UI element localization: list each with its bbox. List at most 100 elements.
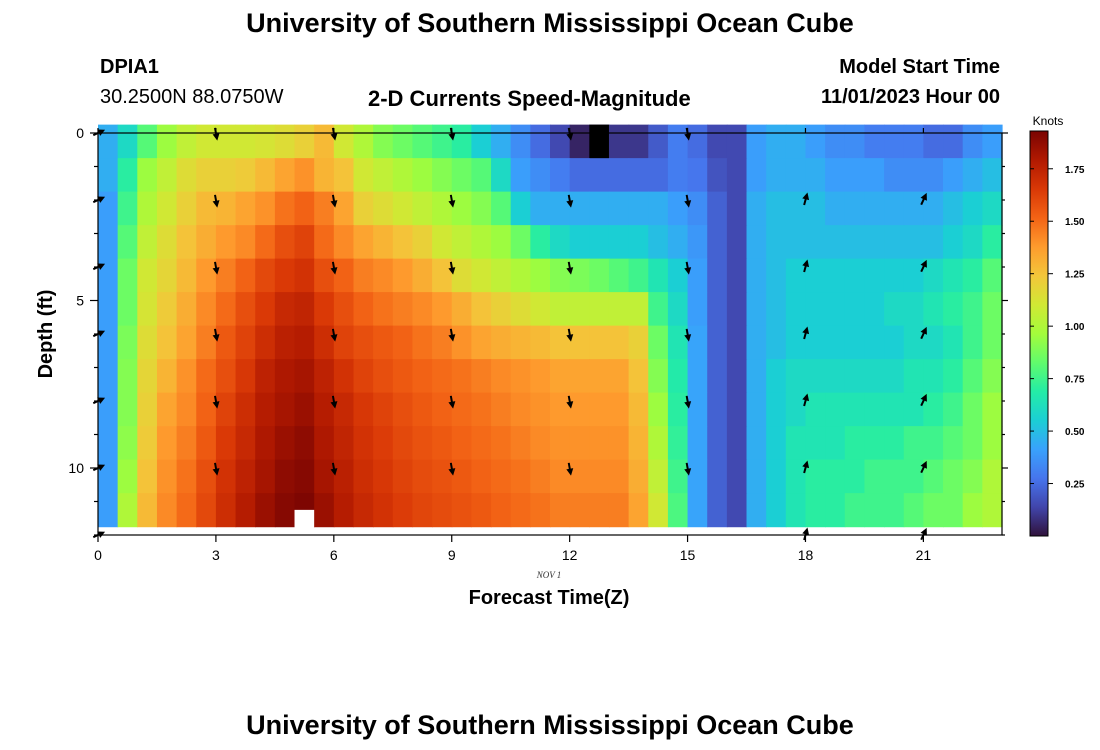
heatmap-cell xyxy=(766,325,787,360)
heatmap-cell xyxy=(176,493,197,528)
heatmap-cell xyxy=(451,325,472,360)
colorbar-tick-label: 1.25 xyxy=(1065,270,1085,281)
heatmap-cell xyxy=(255,124,276,159)
heatmap-cell xyxy=(215,426,237,461)
heatmap-cell xyxy=(432,292,453,327)
heatmap-cell xyxy=(255,292,276,327)
heatmap-cell xyxy=(491,158,512,193)
heatmap-cell xyxy=(98,225,119,260)
heatmap-cell xyxy=(412,124,433,159)
heatmap-cell xyxy=(589,493,610,528)
heatmap-cell xyxy=(825,258,846,293)
model-start-value: 11/01/2023 Hour 00 xyxy=(820,86,1000,108)
heatmap-cell xyxy=(432,258,453,293)
heatmap-cell xyxy=(333,392,355,427)
heatmap-cell xyxy=(196,225,217,260)
heatmap-cell xyxy=(864,292,885,327)
heatmap-cell xyxy=(471,258,492,293)
heatmap-cell xyxy=(608,258,630,293)
current-arrow xyxy=(684,261,692,275)
heatmap-cell xyxy=(451,191,472,226)
heatmap-cell xyxy=(117,426,138,461)
current-arrow xyxy=(684,395,692,409)
heatmap-cell xyxy=(726,225,748,260)
heatmap-cell xyxy=(687,392,708,427)
model-start-label: Model Start Time xyxy=(839,56,1000,78)
heatmap-cell xyxy=(550,325,571,360)
heatmap-cell xyxy=(608,225,630,260)
heatmap-cell xyxy=(196,124,217,159)
heatmap-cell xyxy=(510,258,531,293)
heatmap-cell xyxy=(510,493,531,528)
heatmap-cell xyxy=(746,158,767,193)
x-tick-label: 12 xyxy=(562,547,578,563)
heatmap-cell xyxy=(805,191,826,226)
heatmap-cell xyxy=(903,258,924,293)
heatmap-cell xyxy=(333,258,355,293)
heatmap-cell xyxy=(687,292,708,327)
heatmap-cell xyxy=(884,392,905,427)
heatmap-cell xyxy=(550,158,571,193)
heatmap-cell xyxy=(667,124,689,159)
heatmap-cell xyxy=(825,325,846,360)
heatmap-cell xyxy=(137,258,158,293)
heatmap-cell xyxy=(785,493,807,528)
current-arrow xyxy=(330,395,338,409)
heatmap-cell xyxy=(726,459,748,494)
heatmap-cell xyxy=(491,191,512,226)
heatmap-cell xyxy=(726,493,748,528)
heatmap-cell xyxy=(314,124,335,159)
heatmap-cell xyxy=(550,258,571,293)
heatmap-cell xyxy=(628,392,649,427)
heatmap-cell xyxy=(903,225,924,260)
heatmap-cell xyxy=(412,359,433,394)
heatmap-cell xyxy=(412,258,433,293)
heatmap-cell xyxy=(353,158,374,193)
heatmap-cell xyxy=(884,426,905,461)
heatmap-cell xyxy=(373,359,394,394)
heatmap-cell xyxy=(608,124,630,159)
colorbar: Knots 0.25 0.50 0.75 1.00 1.25 1.50 1.75 xyxy=(1029,114,1085,537)
heatmap-cell xyxy=(884,258,905,293)
heatmap-cell xyxy=(962,426,983,461)
current-arrow xyxy=(802,259,810,273)
heatmap-cell xyxy=(412,158,433,193)
heatmap-cell xyxy=(255,191,276,226)
heatmap-cell xyxy=(746,325,767,360)
heatmap-cell xyxy=(117,258,138,293)
heatmap-cell xyxy=(962,493,983,528)
heatmap-cell xyxy=(608,392,630,427)
heatmap-cell xyxy=(274,359,296,394)
heatmap-cell xyxy=(215,225,237,260)
heatmap-cell xyxy=(746,292,767,327)
heatmap-cell xyxy=(117,191,138,226)
heatmap-cell xyxy=(550,225,571,260)
heatmap-cell xyxy=(667,325,689,360)
heatmap-cell xyxy=(864,258,885,293)
heatmap-cell xyxy=(962,292,983,327)
heatmap-cell xyxy=(510,191,531,226)
heatmap-cell xyxy=(255,158,276,193)
heatmap-cell xyxy=(982,124,1003,159)
heatmap-cell xyxy=(569,258,590,293)
heatmap-cell xyxy=(294,258,315,293)
heatmap-cell xyxy=(825,191,846,226)
heatmap-cell xyxy=(432,158,453,193)
heatmap-cell xyxy=(608,459,630,494)
current-arrow xyxy=(330,194,338,208)
heatmap-cell xyxy=(982,359,1003,394)
heatmap-cell xyxy=(274,124,296,159)
heatmap-cell xyxy=(510,225,531,260)
page-title: University of Southern Mississippi Ocean… xyxy=(246,8,854,38)
heatmap-cell xyxy=(98,158,119,193)
heatmap-cell xyxy=(569,225,590,260)
heatmap-cell xyxy=(98,359,119,394)
y-axis-label: Depth (ft) xyxy=(35,290,57,379)
heatmap-cell xyxy=(432,426,453,461)
axes: 0 3 6 9 12 15 18 21 0 5 10 xyxy=(68,125,1008,563)
heatmap-cell xyxy=(412,392,433,427)
colorbar-tick-label: 0.75 xyxy=(1065,375,1085,386)
heatmap-cell xyxy=(392,459,414,494)
heatmap-cell xyxy=(491,124,512,159)
